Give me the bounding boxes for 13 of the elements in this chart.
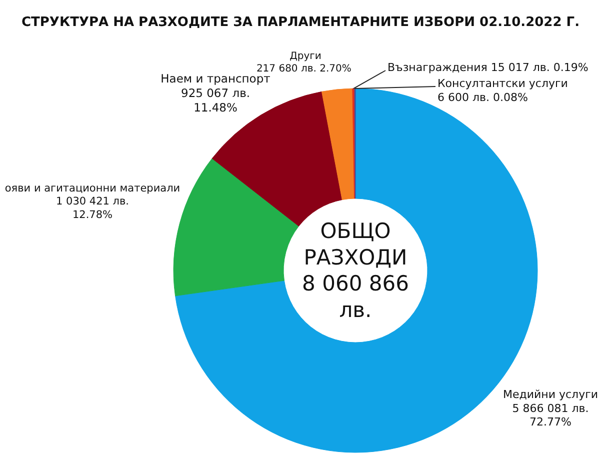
slice-label: ояви и агитационни материали (4, 182, 180, 194)
chart-title: СТРУКТУРА НА РАЗХОДИТЕ ЗА ПАРЛАМЕНТАРНИТЕ ИЗБОРИ 02.10.2022 Г. (21, 15, 580, 30)
slice-label: Възнаграждения 15 017 лв. 0.19% (388, 61, 588, 74)
data-label: 925 067 лв. 11.48% (181, 86, 250, 114)
data-label: 1 030 421 лв. 12.78% (56, 196, 130, 221)
data-label: 6 600 лв. 0.08% (438, 90, 528, 104)
text: ОБЩО РАЗХОДИ 8 060 866 лв. (302, 219, 409, 322)
slice-label: Други (290, 51, 322, 62)
slice-label: Консултантски услуги (438, 77, 568, 90)
slice-label: Медийни услуги (502, 388, 598, 401)
data-label: 217 680 лв. 2.70% (256, 64, 352, 74)
data-label: 5 866 081 лв. 72.77% (512, 402, 589, 428)
slice-label: Наем и транспорт (160, 72, 271, 86)
